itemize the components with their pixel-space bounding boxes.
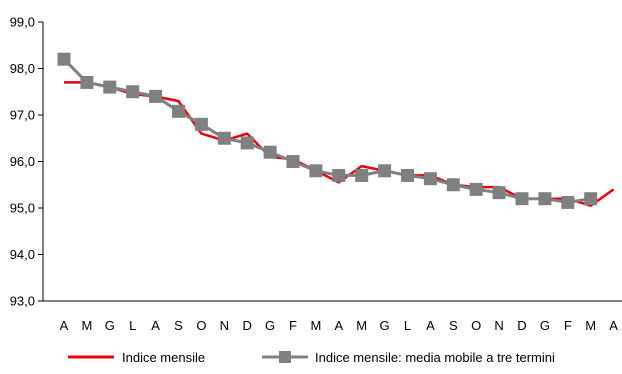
series-2-point (286, 155, 300, 168)
x-tick-label: O (471, 318, 481, 333)
x-tick-label: A (151, 318, 160, 333)
x-tick-label: O (196, 318, 206, 333)
series-layer (57, 52, 615, 209)
series-2-point (149, 89, 163, 103)
x-tick-label: D (243, 318, 252, 333)
x-tick-label: D (517, 318, 526, 333)
x-tick-label: N (220, 318, 229, 333)
series-2-point (446, 178, 460, 192)
series-2-point (57, 52, 71, 66)
y-tick-label: 95,0 (10, 201, 35, 216)
series-2-point (355, 168, 369, 182)
x-tick-label: G (380, 318, 390, 333)
series-2-point (401, 168, 414, 182)
x-tick-label: M (585, 318, 596, 333)
x-tick-label: A (60, 318, 69, 333)
legend-label-series-2: Indice mensile: media mobile a tre termi… (315, 350, 555, 365)
series-2-point (126, 85, 140, 99)
x-tick-label: N (494, 318, 503, 333)
x-tick-label: G (540, 318, 550, 333)
y-tick-label: 96,0 (10, 154, 35, 169)
series-2-point (263, 145, 277, 159)
series-2-point (103, 80, 117, 94)
y-tick-label: 97,0 (10, 108, 35, 123)
x-tick-label: M (310, 318, 321, 333)
series-2-point (561, 195, 575, 209)
series-2-point (492, 186, 506, 200)
x-tick-label: A (334, 318, 343, 333)
series-2-point (80, 75, 94, 89)
series-2-point (332, 168, 346, 182)
x-tick-label: F (564, 318, 572, 333)
x-tick-label: F (289, 318, 297, 333)
y-tick-label: 94,0 (10, 247, 35, 262)
y-tick-label: 98,0 (10, 61, 35, 76)
x-tick-label: L (404, 318, 411, 333)
series-2-point (423, 172, 437, 186)
x-tick-label: G (105, 318, 115, 333)
legend-label-series-1: Indice mensile (122, 350, 205, 365)
y-tick-label: 93,0 (10, 294, 35, 309)
series-2-point (309, 164, 323, 178)
x-tick-label: S (449, 318, 458, 333)
x-tick-label: M (81, 318, 92, 333)
x-tick-label: A (426, 318, 435, 333)
series-2-point (172, 104, 185, 118)
series-line-2 (62, 58, 591, 204)
axes: 93,094,095,096,097,098,099,0A M G L A S O N D G F M… (10, 15, 622, 333)
series-2-point (515, 192, 529, 206)
series-2-point (240, 136, 254, 150)
y-tick-label: 99,0 (10, 15, 35, 30)
series-2-point (194, 117, 208, 131)
x-tick-label: A (609, 318, 618, 333)
legend: Indice mensile Indice mensile: media mob… (68, 350, 555, 365)
x-tick-label: L (129, 318, 136, 333)
x-tick-label: S (174, 318, 183, 333)
series-2-point (584, 192, 598, 206)
series-2-point (378, 164, 392, 178)
x-tick-label: G (265, 318, 275, 333)
series-2-point (538, 192, 552, 206)
series-2-point (469, 182, 483, 196)
series-2-point (217, 131, 231, 145)
x-tick-label: M (356, 318, 367, 333)
legend-marker-series-2 (279, 351, 291, 363)
series-line-1 (64, 81, 615, 207)
